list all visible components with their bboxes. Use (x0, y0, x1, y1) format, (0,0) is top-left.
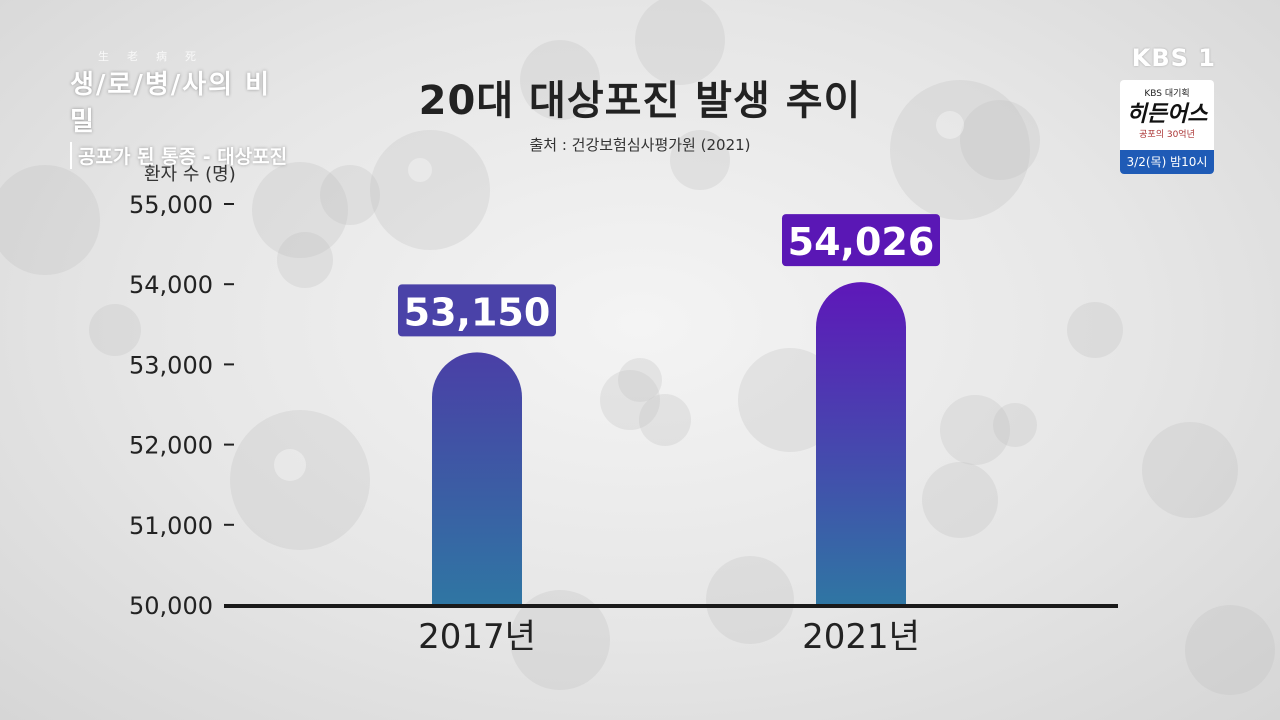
bar-2 (816, 282, 906, 605)
promo-tag: 공포의 30억년 (1139, 130, 1195, 140)
bar-1 (432, 352, 522, 605)
value-label-1: 53,150 (404, 290, 551, 334)
promo-box: KBS 대기획 히든어스 공포의 30억년 3/2(목) 밤10시 (1120, 80, 1214, 174)
chart-title: 20대 대상포진 발생 추이 (418, 78, 862, 124)
promo-top: KBS 대기획 (1144, 89, 1190, 99)
bars: 53,150 54,026 (398, 214, 940, 605)
value-label-box-2 (782, 214, 940, 267)
value-label-box-1 (398, 284, 556, 337)
value-label-2: 54,026 (788, 220, 935, 264)
kbs-logo: KBS 1 (1131, 44, 1216, 72)
program-subtitle: 공포가 된 통증 - 대상포진 (70, 142, 290, 169)
x-tick-label-1: 2017년 (418, 617, 536, 657)
program-name: 생/로/병/사의 비밀 (70, 70, 272, 137)
promo-show: 히든어스 (1126, 101, 1208, 127)
chart-source: 출처 : 건강보험심사평가원 (2021) (529, 136, 751, 154)
y-tick-label: 51,000 (129, 512, 213, 540)
y-axis-label: 환자 수 (명) (144, 164, 236, 185)
y-axis: 50,000 51,000 52,000 53,000 54,000 55,000 (129, 191, 234, 620)
x-tick-label-2: 2021년 (802, 617, 920, 657)
y-tick-label: 52,000 (129, 432, 213, 460)
y-tick-label: 55,000 (129, 191, 213, 219)
program-hanja: 生老病死 (98, 50, 214, 63)
y-tick-label: 53,000 (129, 351, 213, 379)
y-tick-label: 50,000 (129, 592, 213, 620)
promo-time: 3/2(목) 밤10시 (1120, 150, 1214, 174)
x-axis: 2017년 2021년 (418, 617, 920, 657)
y-tick-label: 54,000 (129, 271, 213, 299)
program-logo: 生老病死 생/로/병/사의 비밀 공포가 된 통증 - 대상포진 (70, 48, 290, 169)
